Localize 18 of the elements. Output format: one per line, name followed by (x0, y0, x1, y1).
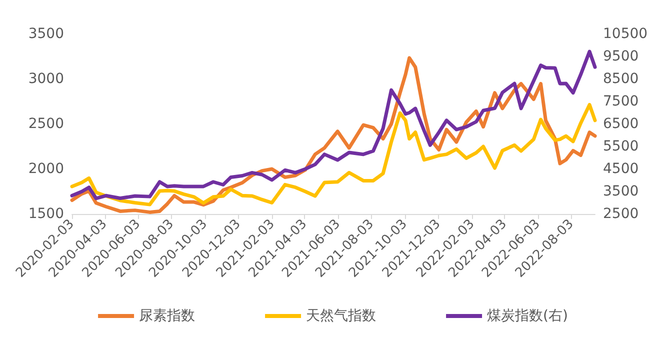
y2-tick-label: 7500 (603, 94, 639, 110)
y2-tick-label: 2500 (603, 206, 639, 222)
y2-tick-label: 6500 (603, 116, 639, 132)
y2-tick-label: 9500 (603, 48, 639, 64)
y2-tick-label: 10500 (603, 26, 648, 42)
y-tick-label: 1500 (28, 206, 64, 222)
y-tick-label: 2000 (28, 161, 64, 177)
legend-label: 煤炭指数(右) (487, 308, 568, 324)
legend-label: 天然气指数 (306, 308, 376, 324)
y2-tick-label: 8500 (603, 71, 639, 87)
y2-tick-label: 4500 (603, 161, 639, 177)
y-tick-label: 3000 (28, 71, 64, 87)
y2-tick-label: 3500 (603, 184, 639, 200)
legend-label: 尿素指数 (139, 308, 196, 324)
y-tick-label: 2500 (28, 116, 64, 132)
line-series (70, 102, 597, 206)
y-tick-label: 3500 (28, 26, 64, 42)
y2-tick-label: 5500 (603, 138, 639, 154)
